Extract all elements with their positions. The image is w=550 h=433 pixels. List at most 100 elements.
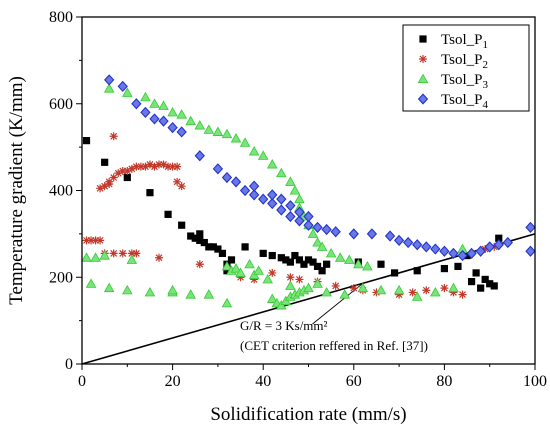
data-point [267, 197, 278, 210]
data-point [149, 113, 160, 125]
data-point [123, 166, 132, 175]
data-point [475, 245, 486, 257]
data-point [294, 215, 305, 227]
data-point [262, 274, 274, 284]
data-point [449, 288, 458, 297]
x-tick-label: 40 [255, 373, 271, 390]
data-point [458, 290, 467, 299]
data-point [291, 251, 299, 260]
data-point [103, 282, 115, 293]
data-point [185, 289, 197, 299]
data-point [212, 163, 224, 175]
data-point [303, 282, 314, 293]
data-point [230, 176, 242, 188]
data-point [303, 210, 314, 223]
x-tick-label: 80 [436, 373, 452, 390]
data-point [235, 267, 246, 277]
data-point [82, 236, 91, 245]
data-point [323, 260, 331, 268]
data-point [412, 239, 423, 251]
data-point [339, 289, 351, 299]
data-point [109, 249, 118, 258]
data-point [136, 162, 145, 171]
data-point [221, 297, 233, 308]
data-point [173, 177, 182, 186]
data-point [122, 87, 133, 97]
data-point [155, 160, 164, 169]
data-point [191, 234, 199, 242]
data-point [176, 126, 187, 138]
legend-marker [419, 55, 427, 63]
data-point [472, 269, 480, 277]
data-point [140, 91, 151, 102]
data-point [257, 150, 269, 160]
data-point [123, 173, 131, 182]
data-point [348, 228, 359, 240]
data-point [502, 236, 513, 249]
data-point [164, 210, 172, 218]
data-point [312, 221, 323, 233]
data-point [101, 158, 109, 166]
data-point [248, 189, 260, 201]
data-point [250, 275, 259, 284]
legend-entry-label: Tsol_P4 [441, 92, 488, 111]
legend-marker [419, 35, 427, 43]
data-point [525, 221, 536, 233]
data-point [477, 284, 485, 292]
data-point [241, 243, 249, 251]
data-point [353, 258, 364, 269]
data-point [484, 241, 495, 253]
data-point [146, 189, 154, 197]
data-point [411, 291, 423, 301]
data-point [413, 267, 421, 275]
data-point [158, 115, 169, 127]
data-point [248, 146, 260, 156]
data-point [457, 249, 468, 262]
data-point [239, 184, 251, 197]
data-point [158, 100, 169, 110]
data-point [90, 252, 101, 262]
data-point [466, 247, 477, 260]
data-point [289, 185, 301, 195]
data-point [384, 230, 396, 242]
data-point [486, 280, 494, 288]
x-tick-label: 60 [346, 373, 362, 390]
data-point [253, 265, 264, 275]
legend-marker [417, 73, 429, 83]
data-point [366, 228, 378, 240]
data-point [408, 288, 417, 297]
data-point [440, 284, 449, 293]
data-point [312, 237, 323, 247]
data-point [187, 232, 195, 240]
data-point [218, 249, 227, 257]
data-point [85, 278, 97, 288]
data-point [267, 189, 278, 201]
data-point [276, 193, 287, 205]
data-point [285, 176, 296, 186]
data-point [177, 182, 186, 191]
data-point [286, 258, 294, 266]
legend-marker [417, 93, 429, 105]
data-point [214, 245, 222, 253]
data-point [448, 247, 459, 260]
data-point [259, 249, 267, 257]
data-point [395, 290, 404, 299]
data-point [194, 120, 206, 130]
data-point [132, 249, 141, 258]
data-point [81, 252, 92, 262]
data-point [393, 234, 405, 246]
data-point [109, 132, 118, 141]
data-point [390, 269, 399, 277]
data-point [194, 150, 205, 162]
data-point [221, 260, 233, 271]
data-point [276, 167, 287, 178]
data-point [227, 256, 236, 264]
data-point [100, 182, 109, 191]
data-point [321, 287, 332, 297]
data-point [495, 234, 503, 242]
data-point [422, 286, 431, 295]
x-tick-label: 20 [165, 373, 181, 390]
data-point [282, 256, 290, 264]
legend-entry-label: Tsol_P3 [441, 72, 488, 91]
